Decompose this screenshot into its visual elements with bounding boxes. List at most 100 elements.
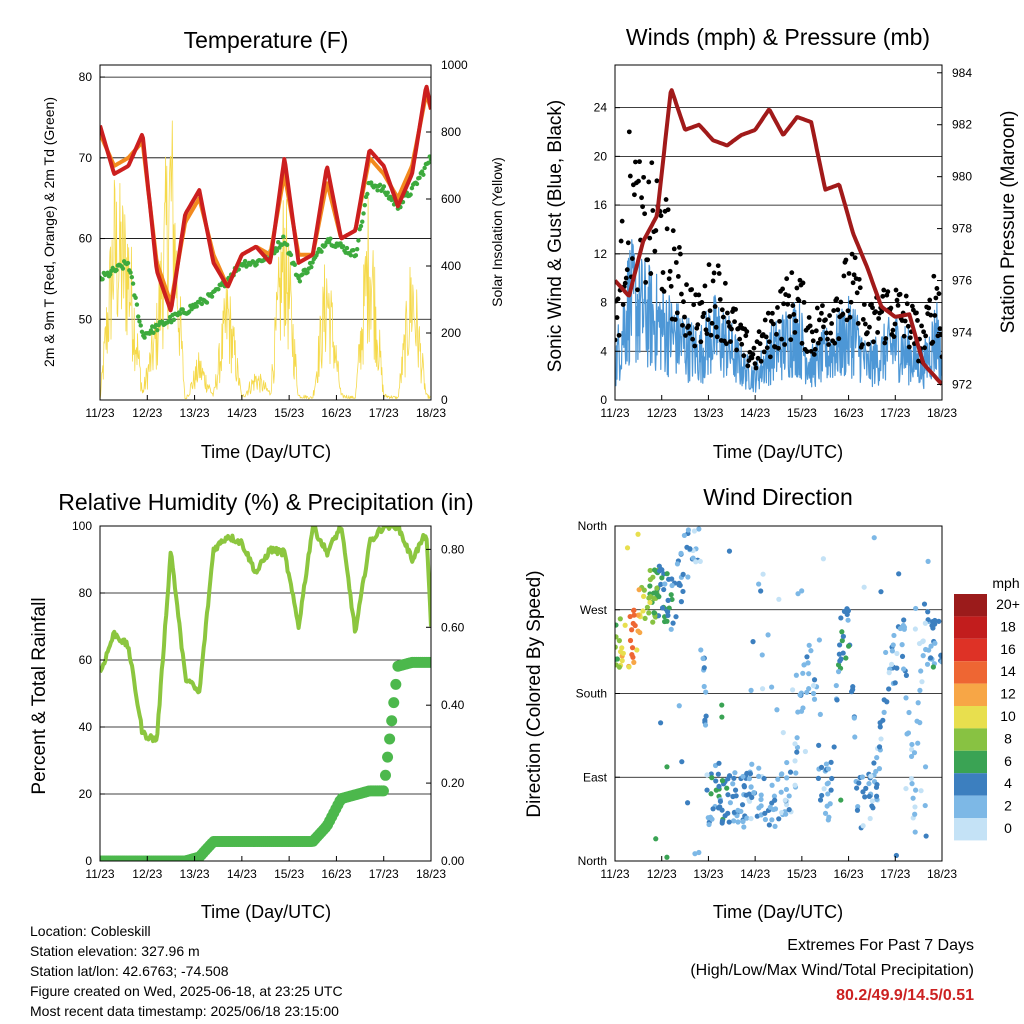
wind-direction-point (900, 622, 906, 629)
wind-direction-point (627, 613, 633, 620)
wind-direction-point (678, 550, 684, 556)
wind-direction-point (876, 744, 883, 750)
humidity-xtick-label: 11/23 (85, 867, 114, 881)
wind-direction-point (835, 669, 842, 675)
wind-direction-point (939, 659, 942, 665)
gust-point (824, 330, 829, 336)
wind-direction-point (664, 764, 670, 770)
dewpoint-point (328, 236, 333, 241)
gust-point (909, 303, 915, 309)
winds-xtick-label: 12/23 (647, 406, 677, 420)
dewpoint-point (426, 160, 431, 166)
wind-direction-point (732, 787, 739, 793)
wind-direction-point (778, 789, 784, 795)
colorbar-swatch (954, 728, 987, 751)
gust-point (711, 270, 717, 276)
dewpoint-point (344, 245, 350, 251)
gust-point (636, 178, 641, 184)
winds-xlabel: Time (Day/UTC) (713, 442, 843, 462)
wind-direction-point (615, 634, 619, 640)
wind-direction-point (658, 581, 664, 587)
dewpoint-point (421, 172, 426, 177)
gust-point (733, 307, 738, 312)
colorbar-label: 18 (1000, 618, 1016, 634)
colorbar-swatch (954, 818, 987, 841)
temperature-ytick-label: 80 (79, 70, 93, 84)
humidity-ytick-right-label: 0.00 (441, 854, 465, 868)
gust-point (680, 322, 685, 328)
gust-point (860, 317, 866, 322)
colorbar-label: 6 (1004, 753, 1012, 769)
gust-point (652, 248, 658, 254)
temperature-xtick-label: 18/23 (416, 406, 446, 420)
wind-direction-point (709, 775, 715, 781)
wind-direction-point (651, 610, 657, 616)
wind-direction-point (845, 617, 851, 623)
winds-ytick-right-label: 974 (952, 325, 972, 339)
gust-point (633, 159, 638, 165)
wind-direction-point (669, 582, 675, 589)
created-text: Figure created on Wed, 2025-06-18, at 23… (30, 983, 343, 999)
dewpoint-point (353, 253, 359, 258)
wind-direction-point (825, 766, 832, 772)
winds-panel: Winds (mph) & Pressure (mb) 11/23 12/23 13… (545, 24, 1019, 462)
winds-ytick-right-label: 982 (952, 118, 972, 132)
wind-direction-point (782, 797, 788, 803)
gust-point (635, 287, 640, 293)
gust-point (801, 299, 807, 305)
gust-point (787, 314, 793, 319)
wind-direction-point (908, 775, 915, 782)
gust-point (736, 326, 742, 331)
winds-ytick-label: 0 (600, 393, 607, 407)
gust-point (632, 192, 637, 198)
wind-direction-point (928, 655, 934, 661)
wind-direction-point (754, 813, 760, 819)
humidity-xtick-label: 18/23 (416, 867, 446, 881)
wind-direction-point (891, 632, 897, 639)
wind-direction-point (772, 823, 778, 829)
colorbar-label: 0 (1004, 820, 1012, 836)
gust-point (618, 238, 624, 244)
gust-point (779, 336, 784, 342)
wind-direction-point (795, 709, 801, 715)
gust-point (750, 351, 756, 357)
gust-point (907, 335, 913, 341)
wind-direction-point (873, 768, 879, 775)
wind-direction-point (925, 558, 931, 564)
gust-point (643, 279, 649, 285)
wind-direction-point (833, 682, 839, 689)
gust-point (715, 263, 721, 269)
temperature-plot-frame (99, 64, 432, 401)
gust-point (710, 278, 716, 284)
wind-direction-point (915, 700, 921, 706)
wind-direction-point (647, 583, 653, 589)
wind-direction-point (908, 753, 915, 760)
gust-point (698, 339, 704, 345)
pressure-line (615, 88, 942, 386)
dewpoint-point (361, 211, 366, 216)
wind-direction-point (861, 584, 867, 590)
gust-point (851, 272, 857, 278)
wind-direction-point (825, 791, 831, 797)
wind-direction-point (619, 658, 625, 664)
gust-point (640, 204, 645, 210)
winds-xtick-label: 17/23 (880, 406, 910, 420)
wind-direction-point (901, 617, 907, 623)
wind-direction-point (918, 788, 924, 794)
humidity-panel: Relative Humidity (%) & Precipitation (i… (29, 489, 474, 922)
wind-direction-point (876, 766, 883, 772)
humidity-title: Relative Humidity (%) & Precipitation (i… (58, 489, 473, 515)
wind-direction-point (811, 677, 818, 683)
wind-direction-point (904, 731, 910, 737)
wind-direction-point (869, 798, 875, 804)
gust-point (664, 226, 670, 232)
wind-direction-point (899, 642, 905, 648)
wind-direction-point (726, 548, 733, 554)
gust-point (847, 314, 853, 320)
temperature-xtick-label: 17/23 (369, 406, 399, 420)
direction-xtick-label: 17/23 (880, 867, 910, 881)
wind-direction-point (641, 593, 647, 600)
direction-xtick-label: 15/23 (787, 867, 817, 881)
wind-direction-point (616, 638, 622, 644)
wind-direction-point (659, 575, 665, 581)
